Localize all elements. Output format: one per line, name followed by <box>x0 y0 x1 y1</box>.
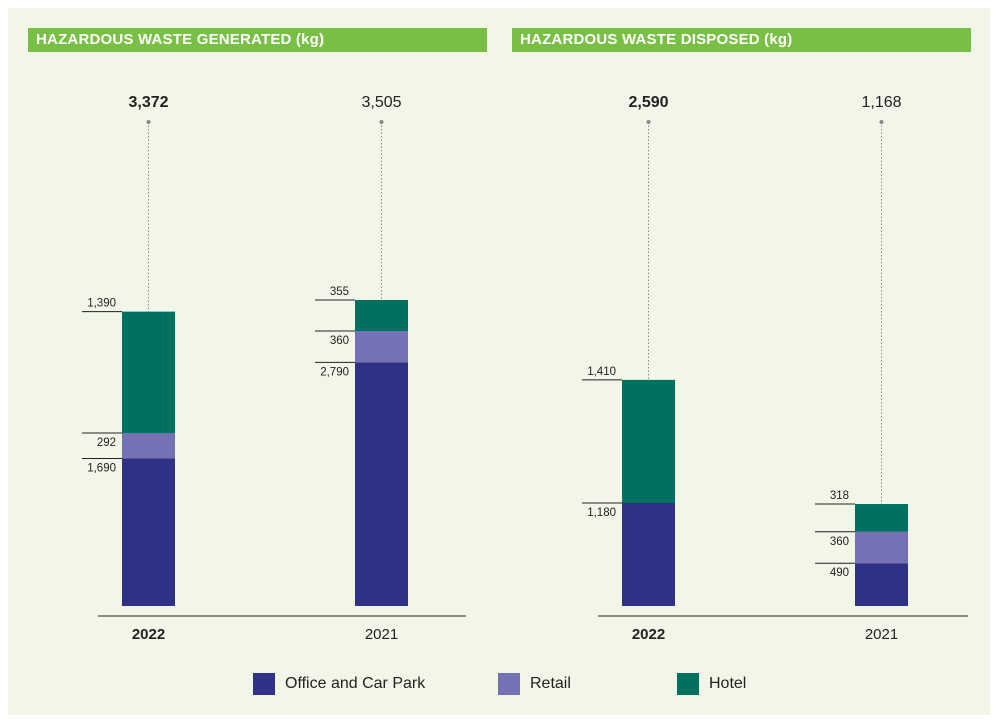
segment-value-label: 1,180 <box>587 507 616 519</box>
segment-value-label: 360 <box>830 536 849 548</box>
legend-label-retail: Retail <box>530 675 571 692</box>
bar-segment-hotel <box>622 379 675 503</box>
x-category-label: 2021 <box>865 626 898 643</box>
bar-segment-retail <box>855 531 908 564</box>
bar-total-label: 1,168 <box>861 94 901 111</box>
x-category-label: 2022 <box>132 626 165 643</box>
bar-segment-hotel <box>122 311 175 433</box>
legend-swatch-retail <box>498 673 520 695</box>
total-leader-dot <box>646 120 651 124</box>
x-category-label: 2021 <box>365 626 398 643</box>
bar-segment-office <box>122 458 175 606</box>
segment-value-label: 318 <box>830 490 849 502</box>
bar-segment-retail <box>122 432 175 459</box>
bar-segment-office <box>355 362 408 606</box>
total-leader-dot <box>146 120 151 124</box>
x-category-label: 2022 <box>632 626 665 643</box>
bar-segment-retail <box>355 331 408 363</box>
segment-value-label: 1,410 <box>587 366 616 378</box>
chart-title-disposed: HAZARDOUS WASTE DISPOSED (kg) <box>512 28 971 52</box>
total-leader-dot <box>379 120 384 124</box>
segment-value-label: 490 <box>830 567 849 579</box>
legend-label-hotel: Hotel <box>709 675 747 692</box>
legend-label-office: Office and Car Park <box>285 675 426 692</box>
bar-total-label: 3,505 <box>361 94 401 111</box>
bar-segment-hotel <box>355 300 408 332</box>
bar-segment-office <box>622 502 675 606</box>
segment-value-label: 2,790 <box>320 366 349 378</box>
bar-segment-hotel <box>855 504 908 532</box>
legend-item-hotel: Hotel <box>677 672 746 696</box>
bar-segment-office <box>855 563 908 606</box>
legend-item-retail: Retail <box>498 672 571 696</box>
segment-value-label: 355 <box>330 286 349 298</box>
legend-swatch-office <box>253 673 275 695</box>
bar-total-label: 2,590 <box>628 94 668 111</box>
total-leader-dot <box>879 120 884 124</box>
chart-title-generated: HAZARDOUS WASTE GENERATED (kg) <box>28 28 487 52</box>
segment-value-label: 360 <box>330 335 349 347</box>
segment-value-label: 1,690 <box>87 462 116 474</box>
segment-value-label: 1,390 <box>87 298 116 310</box>
segment-value-label: 292 <box>97 437 116 449</box>
legend-swatch-hotel <box>677 673 699 695</box>
bar-total-label: 3,372 <box>128 94 168 111</box>
legend-item-office: Office and Car Park <box>253 672 425 696</box>
